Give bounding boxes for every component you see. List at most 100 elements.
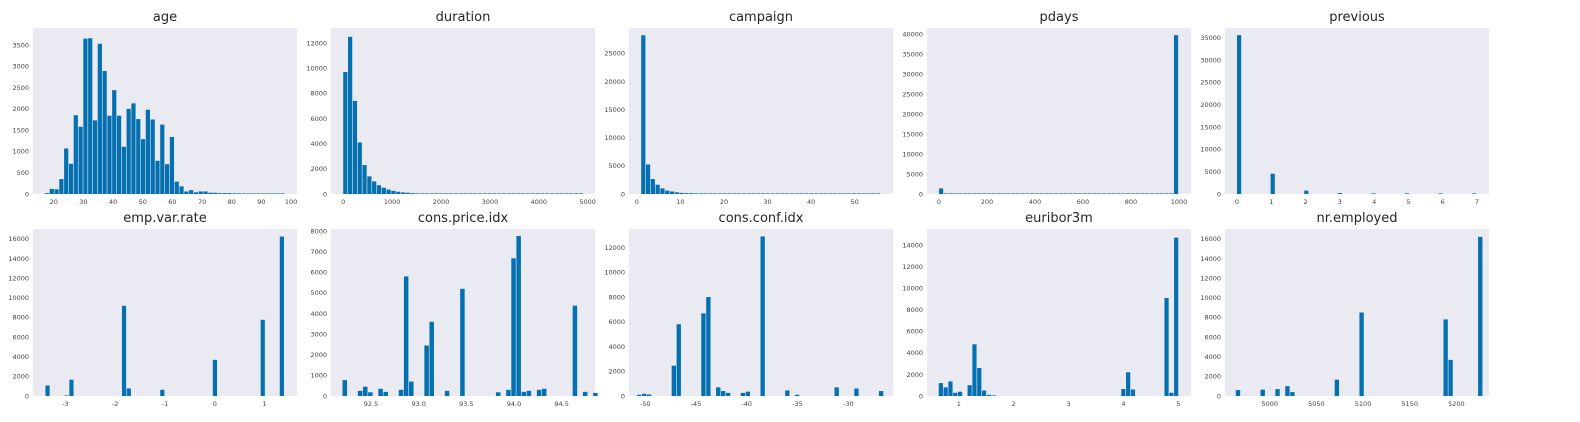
y-tick-label: 6000 [1204,333,1221,341]
histogram-bar [107,115,112,194]
histogram-bar [684,193,689,194]
x-tick-label: 50 [851,198,859,206]
histogram-bar [760,236,765,396]
x-tick-label: 70 [198,198,206,206]
histogram-bar [160,124,165,194]
histogram-bar [746,193,751,194]
histogram-bar [761,193,766,194]
histogram-bar [410,193,415,194]
histogram-bar [713,193,718,194]
histogram-bar [1169,193,1174,194]
y-tick-label: 25000 [1200,79,1221,87]
histogram-bar [671,365,676,396]
histogram-bar [1270,173,1275,194]
y-tick-label: 2000 [906,371,923,379]
x-tick-label: 1000 [384,198,401,206]
histogram-bar [424,193,430,194]
histogram-bar [511,193,516,194]
histogram-bar [1237,35,1242,194]
histogram-bar [492,193,497,194]
histogram-bar [1174,237,1179,396]
histogram-bar [487,193,492,194]
x-tick-label: 3 [1338,198,1342,206]
histogram-bar [828,193,833,194]
histogram-bar [1097,193,1102,194]
x-tick-label: 93.5 [459,400,473,408]
x-tick-label: 0 [937,198,941,206]
histogram-bar [967,385,972,396]
histogram-bar [1010,193,1016,194]
histogram-bar [578,193,584,194]
x-tick-label: 400 [1029,198,1041,206]
y-tick-label: 14000 [8,255,29,263]
histogram-bar [958,193,963,194]
x-tick-label: 0 [213,400,217,408]
histogram-bar [473,193,478,194]
histogram-bar [799,193,804,194]
histogram-bar [217,193,223,194]
histogram-bar [721,391,726,396]
histogram-bar [342,380,348,396]
y-tick-label: 2500 [12,84,29,92]
y-tick-label: 1500 [12,126,29,134]
histogram-bar [1145,193,1150,194]
histogram-bar [1443,319,1448,396]
y-tick-label: 16000 [1200,235,1221,243]
histogram-bar [73,115,78,194]
histogram-bar [957,391,963,396]
chart-title: cons.price.idx [418,211,509,226]
histogram-bar [64,395,69,396]
x-tick-label: -50 [640,400,651,408]
histogram-bar [646,394,652,396]
histogram-bar [745,391,751,396]
histogram-bar [458,193,463,194]
histogram-bar [1159,193,1164,194]
y-tick-label: 3500 [12,41,29,49]
histogram-bar [49,188,54,194]
histogram-bar [396,191,401,194]
histogram-bar [1039,193,1044,194]
y-tick-label: 5000 [906,170,923,178]
x-tick-label: 100 [285,198,297,206]
y-tick-label: 8000 [310,227,327,235]
histogram-bar [1405,193,1410,194]
histogram-bar [1260,389,1265,396]
histogram-bar [265,193,271,194]
histogram-bar [939,188,944,194]
histogram-bar [775,193,780,194]
x-tick-label: 5100 [1355,400,1372,408]
histogram-bar [1121,193,1126,194]
histogram-bar [1275,389,1280,396]
histogram-bar [362,386,368,396]
histogram-bar [516,236,521,396]
x-tick-label: -35 [792,400,803,408]
histogram-bar [655,184,660,194]
histogram-bar [876,193,881,194]
histogram-bar [261,193,266,194]
plot-area [927,229,1191,396]
histogram-bar [1304,190,1309,194]
x-tick-label: 5 [1406,198,1410,206]
histogram-bar [453,193,459,194]
histogram-bar [866,193,871,194]
histogram-bar [429,321,434,396]
histogram-bar [832,193,838,194]
histogram-bar [126,108,131,194]
histogram-bar [574,193,579,194]
histogram-bar [83,38,88,194]
histogram-bar [1130,193,1136,194]
chart-title: duration [436,10,491,25]
y-tick-label: 30000 [1200,56,1221,64]
x-tick-label: 92.5 [364,400,378,408]
x-tick-label: 5050 [1308,400,1325,408]
histogram-bar [1006,193,1011,194]
y-tick-label: 8000 [1204,314,1221,322]
histogram-bar [948,193,953,194]
y-tick-label: 2000 [608,368,625,376]
y-tick-label: 3000 [310,330,327,338]
y-tick-label: 14000 [902,241,923,249]
histogram-bar [1130,389,1136,396]
histogram-bar [198,191,203,194]
histogram-bar [732,193,737,194]
histogram-bar [545,193,550,194]
